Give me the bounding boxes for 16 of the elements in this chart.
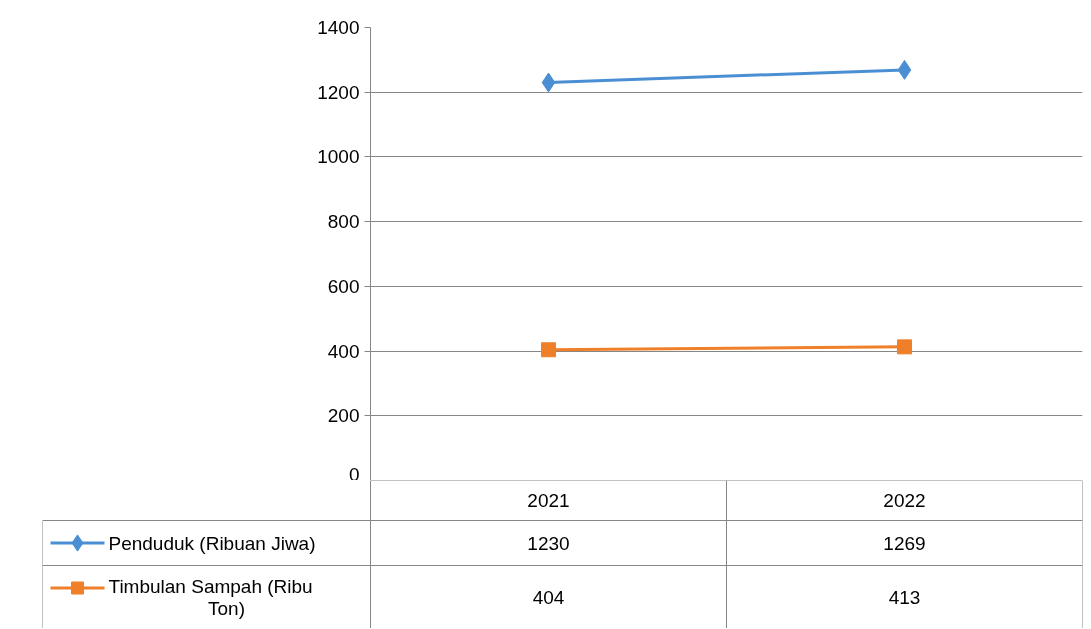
y-tick-label: 600 — [327, 275, 360, 297]
x-tick-label: 2021 — [527, 490, 570, 511]
legend-label: Timbulan Sampah (Ribu Ton) — [108, 575, 313, 619]
x-tick-label: 2022 — [883, 490, 926, 511]
data-label: 413 — [888, 586, 921, 608]
y-tick-label: 800 — [327, 211, 360, 233]
y-tick-label: 1000 — [317, 146, 360, 168]
y-tick-label: 400 — [327, 340, 360, 362]
legend-label: Penduduk (Ribuan Jiwa) — [108, 532, 316, 554]
y-tick-label: 0 — [348, 463, 360, 485]
y-tick-label: 1200 — [317, 81, 360, 103]
data-label: 1269 — [883, 532, 926, 554]
data-label: 404 — [532, 586, 565, 608]
y-tick-label: 200 — [327, 405, 360, 427]
data-label: 1230 — [527, 532, 570, 554]
y-tick-label: 1400 — [317, 17, 360, 38]
